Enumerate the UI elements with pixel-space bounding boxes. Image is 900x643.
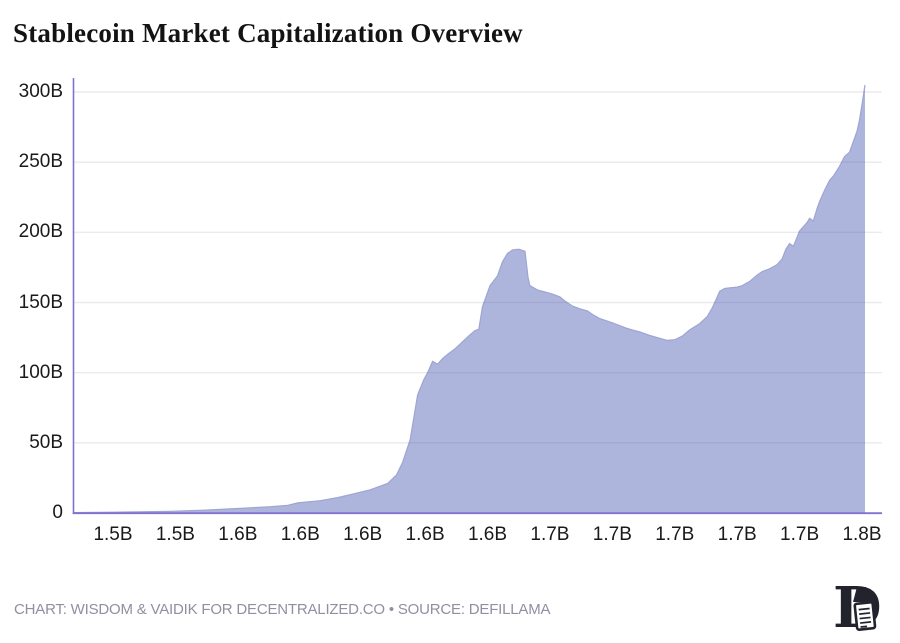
y-tick-label: 150B bbox=[18, 291, 63, 313]
axes bbox=[72, 78, 882, 515]
x-tick-label: 1.5B bbox=[93, 524, 133, 545]
area-fill bbox=[73, 85, 866, 513]
x-tick-label: 1.6B bbox=[280, 524, 320, 545]
logo-scroll-icon bbox=[853, 601, 877, 631]
y-tick-label: 0 bbox=[52, 502, 63, 523]
x-tick-label: 1.6B bbox=[343, 524, 383, 545]
x-tick-label: 1.6B bbox=[218, 524, 258, 545]
grid-lines bbox=[74, 91, 882, 444]
x-tick-label: 1.7B bbox=[780, 524, 820, 545]
x-tick-label: 1.7B bbox=[717, 524, 757, 545]
decentralized-logo: D bbox=[833, 575, 882, 639]
area-top-line bbox=[73, 84, 866, 514]
y-tick-label: 200B bbox=[18, 221, 63, 243]
x-tick-label: 1.5B bbox=[155, 524, 195, 545]
x-tick-label: 1.7B bbox=[592, 524, 632, 545]
logo-flask-icon bbox=[853, 587, 871, 602]
x-tick-label: 1.6B bbox=[405, 524, 445, 545]
y-tick-label: 100B bbox=[18, 361, 63, 383]
x-tick-label: 1.8B bbox=[842, 524, 882, 545]
x-tick-label: 1.7B bbox=[655, 524, 695, 545]
x-tick-label: 1.7B bbox=[530, 524, 570, 545]
chart-credit: CHART: WISDOM & VAIDIK FOR DECENTRALIZED… bbox=[14, 601, 551, 618]
page-title: Stablecoin Market Capitalization Overvie… bbox=[13, 18, 523, 48]
area-series bbox=[73, 84, 866, 514]
y-tick-label: 50B bbox=[29, 431, 63, 453]
y-tick-label: 300B bbox=[18, 81, 63, 102]
y-tick-label: 250B bbox=[18, 151, 63, 173]
x-tick-label: 1.6B bbox=[467, 524, 508, 545]
